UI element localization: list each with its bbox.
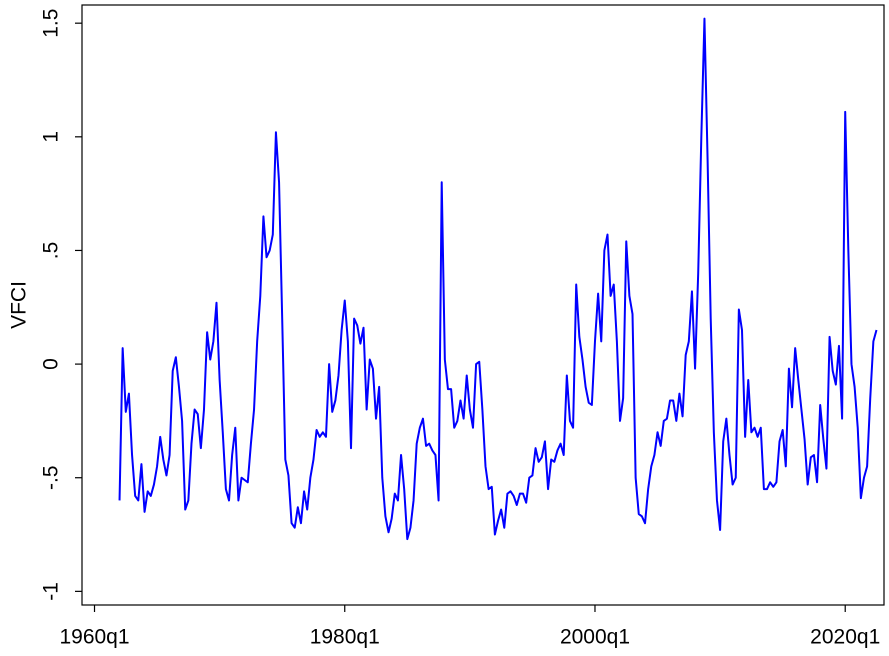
y-tick-label: 1.5: [40, 9, 63, 38]
y-tick-label: .5: [40, 242, 63, 260]
y-tick-label: -.5: [40, 465, 63, 490]
data-line: [118, 17, 878, 541]
y-tick-label: 1: [40, 131, 63, 143]
y-tick-label: -1: [40, 582, 63, 601]
x-tick-label: 1960q1: [59, 626, 129, 649]
y-axis-title: VFCI: [8, 281, 31, 329]
x-tick-label: 2000q1: [560, 626, 630, 649]
x-tick-label: 1980q1: [310, 626, 380, 649]
plot-frame: [81, 4, 885, 606]
x-tick-label: 2020q1: [810, 626, 880, 649]
y-tick-label: 0: [40, 358, 63, 370]
